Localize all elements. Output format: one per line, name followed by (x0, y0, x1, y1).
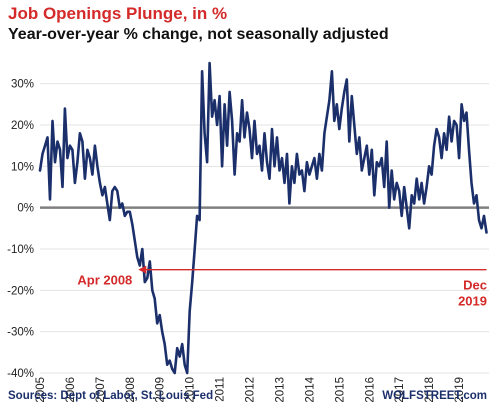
x-tick-label: 2017 (394, 377, 406, 403)
y-tick-label: -10% (7, 244, 34, 256)
x-tick-label: 2009 (155, 377, 167, 403)
chart-subtitle: Year-over-year % change, not seasonally … (8, 26, 389, 43)
chart-title: Job Openings Plunge, in % (8, 4, 228, 23)
y-axis-ticks: 30% 20% 10% 0% -10% -20% -30% -40% (7, 79, 34, 380)
gridlines (40, 83, 489, 374)
x-tick-label: 2008 (125, 377, 137, 403)
y-tick-label: -20% (7, 285, 34, 297)
brand-label: WOLFSTREET.com (382, 390, 487, 402)
x-tick-label: 2012 (245, 377, 257, 403)
x-tick-label: 2019 (454, 377, 466, 403)
y-tick-label: 30% (11, 79, 34, 91)
y-tick-label: 20% (11, 120, 34, 132)
y-tick-label: 10% (11, 161, 34, 173)
annotation-end-label: Dec 2019 (458, 278, 487, 309)
x-tick-label: 2018 (424, 377, 436, 403)
x-tick-label: 2015 (334, 377, 346, 403)
x-tick-label: 2014 (304, 376, 316, 402)
x-tick-label: 2010 (185, 377, 197, 403)
y-tick-label: -40% (7, 368, 34, 380)
x-tick-label: 2007 (95, 377, 107, 403)
x-tick-label: 2016 (364, 377, 376, 403)
source-note: Sources: Dept of Labor, St. Louis Fed (8, 390, 214, 402)
series-line (38, 61, 488, 375)
x-tick-label: 2006 (65, 377, 77, 403)
x-tick-label: 2013 (274, 377, 286, 403)
series-layer (38, 61, 488, 375)
x-tick-label: 2011 (215, 377, 227, 402)
arrow-head (138, 265, 147, 274)
x-tick-label: 2005 (35, 377, 47, 403)
x-axis-ticks: 2005 2006 2007 2008 2009 2010 2011 2012 2013 2014… (35, 376, 466, 402)
y-tick-label: 0% (17, 203, 34, 215)
annotation-layer: Apr 2008 Dec 2019 (77, 265, 487, 309)
y-tick-label: -30% (7, 327, 34, 339)
annotation-start-label: Apr 2008 (77, 273, 132, 288)
